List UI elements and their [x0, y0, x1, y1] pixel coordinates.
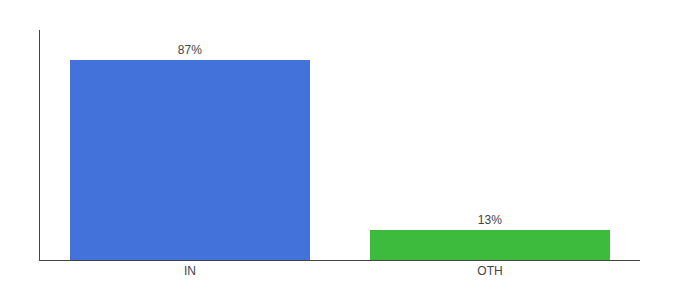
svg-text:87%: 87%: [178, 43, 202, 57]
svg-text:13%: 13%: [478, 213, 502, 227]
svg-text:OTH: OTH: [477, 264, 502, 278]
svg-text:IN: IN: [184, 264, 196, 278]
